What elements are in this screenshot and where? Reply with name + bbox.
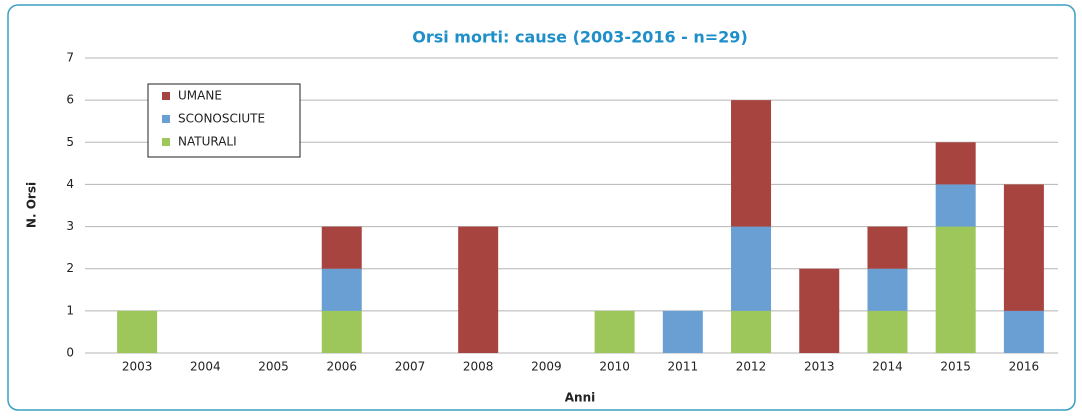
bar — [321, 310, 362, 353]
bar — [867, 310, 908, 353]
bar — [594, 310, 635, 353]
x-tick-label: 2010 — [599, 360, 630, 374]
y-tick-label: 6 — [66, 93, 74, 107]
legend-label: NATURALI — [178, 135, 237, 149]
frame — [7, 4, 1076, 411]
y-tick-label: 7 — [66, 51, 74, 65]
x-tick-label: 2007 — [395, 360, 426, 374]
x-tick-label: 2012 — [736, 360, 767, 374]
y-tick-label: 4 — [66, 177, 74, 191]
legend-swatch — [162, 115, 170, 123]
x-tick-label: 2006 — [326, 360, 357, 374]
bar — [935, 142, 976, 185]
x-tick-label: 2014 — [872, 360, 903, 374]
x-tick-label: 2013 — [804, 360, 835, 374]
legend-label: SCONOSCIUTE — [178, 112, 265, 126]
x-tick-label: 2008 — [463, 360, 494, 374]
bar — [321, 226, 362, 269]
bar — [731, 226, 772, 311]
x-tick-label: 2005 — [258, 360, 289, 374]
bar — [662, 310, 703, 353]
y-axis-label: N. Orsi — [25, 182, 39, 228]
legend-box — [147, 83, 301, 158]
x-tick-label: 2015 — [940, 360, 971, 374]
bar — [731, 100, 772, 227]
y-tick-label: 0 — [66, 346, 74, 360]
bar — [321, 268, 362, 311]
bar — [731, 310, 772, 353]
legend-swatch — [162, 92, 170, 100]
bar — [867, 268, 908, 311]
bar — [1003, 184, 1044, 311]
bar — [458, 226, 499, 353]
y-tick-label: 5 — [66, 135, 74, 149]
x-tick-label: 2009 — [531, 360, 562, 374]
bar — [935, 184, 976, 227]
legend-swatch — [162, 138, 170, 146]
y-tick-label: 3 — [66, 219, 74, 233]
x-tick-label: 2004 — [190, 360, 221, 374]
bar — [935, 226, 976, 353]
y-tick-label: 1 — [66, 303, 74, 317]
bar — [1003, 310, 1044, 353]
x-tick-label: 2003 — [122, 360, 153, 374]
bar — [799, 268, 840, 353]
bar — [117, 310, 158, 353]
x-tick-label: 2016 — [1009, 360, 1040, 374]
legend-label: UMANE — [178, 89, 222, 103]
y-tick-label: 2 — [66, 261, 74, 275]
chart-title: Orsi morti: cause (2003-2016 - n=29) — [412, 28, 748, 47]
bar — [867, 226, 908, 269]
x-tick-label: 2011 — [668, 360, 699, 374]
x-axis-label: Anni — [565, 391, 596, 405]
